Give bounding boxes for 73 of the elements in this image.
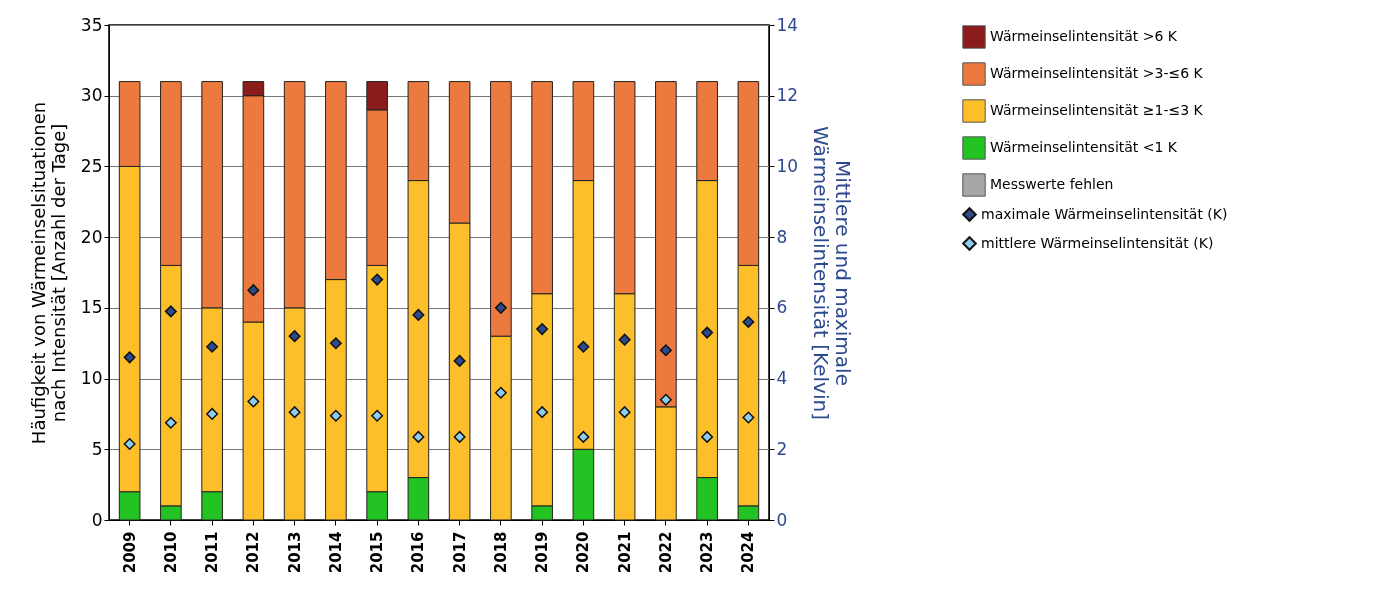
y-tick-label: 20 [80, 226, 103, 247]
x-tick-label: 2012 [244, 531, 263, 574]
y-tick-label: 35 [80, 14, 103, 35]
point [247, 284, 260, 297]
point [618, 406, 631, 419]
legend-label: Messwerte fehlen [990, 176, 1114, 192]
point [371, 273, 384, 286]
point [701, 430, 714, 443]
legend-label: Wärmeinselintensität ≥1-≤3 K [990, 102, 1204, 118]
point [329, 337, 342, 350]
point [412, 308, 425, 321]
y-tick-label: 15 [80, 297, 103, 318]
y2-tick-label: 2 [776, 438, 788, 459]
point [453, 354, 466, 367]
y2-tick-label: 4 [776, 368, 788, 389]
point [742, 316, 755, 328]
point [412, 430, 425, 443]
y2-tick-label: 8 [776, 226, 788, 247]
y2-tick-label: 0 [776, 509, 788, 530]
legend-label: mittlere Wärmeinselintensität (K) [981, 234, 1214, 251]
x-tick-label: 2009 [120, 531, 139, 574]
y-tick-label: 30 [80, 85, 103, 106]
legend-label: Wärmeinselintensität >3-≤6 K [990, 65, 1204, 81]
point [577, 430, 590, 443]
legend-label: Wärmeinselintensität <1 K [990, 139, 1178, 155]
y2-tick-label: 10 [776, 155, 799, 176]
y-axis-title: Häufigkeit von Wärmeinselsituationen nach Intensität [Anzahl der Tage] [27, 101, 69, 445]
point [247, 395, 260, 408]
point [164, 305, 177, 318]
x-tick-label: 2018 [491, 531, 510, 574]
point [659, 344, 672, 357]
x-tick-label: 2013 [285, 531, 304, 574]
point [453, 430, 466, 443]
x-tick-label: 2017 [450, 531, 469, 574]
x-tick-label: 2022 [656, 531, 675, 574]
y2-tick-label: 14 [776, 14, 799, 35]
point [742, 411, 755, 424]
point [206, 340, 219, 353]
x-tick-label: 2010 [161, 531, 180, 574]
x-tick-label: 2021 [615, 531, 634, 574]
x-tick-label: 2020 [574, 531, 593, 574]
x-tick-label: 2023 [698, 531, 717, 574]
point [536, 406, 549, 419]
y2-tick-label: 12 [776, 85, 799, 106]
x-tick-label: 2014 [326, 531, 345, 574]
point [206, 407, 219, 420]
point [536, 323, 549, 336]
x-tick-label: 2019 [533, 531, 552, 574]
point [701, 326, 714, 339]
point [164, 416, 177, 429]
point [371, 409, 384, 422]
legend-label: maximale Wärmeinselintensität (K) [981, 205, 1228, 222]
x-tick-label: 2024 [739, 531, 758, 574]
x-tick-label: 2016 [409, 531, 428, 574]
point [577, 340, 590, 353]
point [329, 409, 342, 422]
point [123, 351, 136, 364]
point [618, 333, 631, 346]
point [288, 406, 301, 419]
point [494, 301, 507, 314]
point [288, 330, 301, 343]
legend-label: Wärmeinselintensität >6 K [990, 28, 1178, 44]
y-tick-label: 25 [80, 155, 103, 176]
y-tick-label: 10 [80, 368, 103, 389]
point [494, 386, 507, 399]
y-tick-label: 0 [91, 509, 103, 530]
point [123, 437, 136, 450]
y2-tick-label: 6 [776, 297, 788, 318]
y2-axis-title: Mittlere und maximale Wärmeinselintensität [Kelvin] [809, 126, 856, 420]
point [659, 393, 672, 406]
y-tick-label: 5 [91, 438, 103, 459]
x-tick-label: 2015 [368, 531, 387, 574]
x-tick-label: 2011 [203, 531, 222, 574]
